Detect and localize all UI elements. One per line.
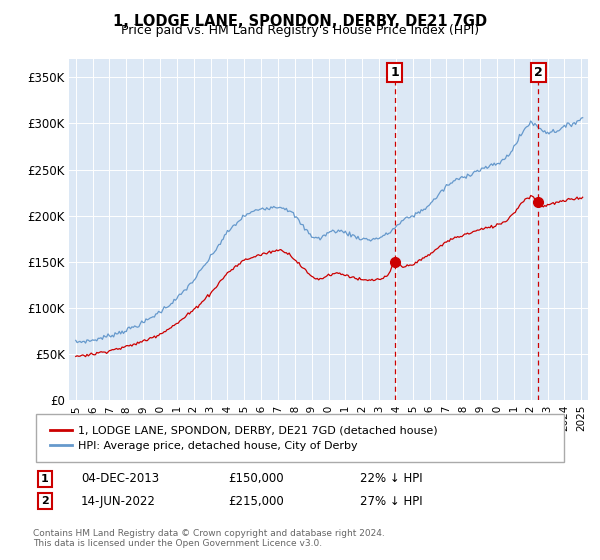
Text: 2: 2 <box>41 496 49 506</box>
Text: 2: 2 <box>534 66 542 79</box>
Text: £150,000: £150,000 <box>228 472 284 486</box>
FancyBboxPatch shape <box>36 414 564 462</box>
Text: 1, LODGE LANE, SPONDON, DERBY, DE21 7GD: 1, LODGE LANE, SPONDON, DERBY, DE21 7GD <box>113 14 487 29</box>
Text: Price paid vs. HM Land Registry's House Price Index (HPI): Price paid vs. HM Land Registry's House … <box>121 24 479 37</box>
Text: 1: 1 <box>390 66 399 79</box>
Text: 1: 1 <box>41 474 49 484</box>
Text: 27% ↓ HPI: 27% ↓ HPI <box>360 494 422 508</box>
Text: 04-DEC-2013: 04-DEC-2013 <box>81 472 159 486</box>
Text: This data is licensed under the Open Government Licence v3.0.: This data is licensed under the Open Gov… <box>33 539 322 548</box>
Text: 14-JUN-2022: 14-JUN-2022 <box>81 494 156 508</box>
Legend: 1, LODGE LANE, SPONDON, DERBY, DE21 7GD (detached house), HPI: Average price, de: 1, LODGE LANE, SPONDON, DERBY, DE21 7GD … <box>47 422 441 454</box>
Text: Contains HM Land Registry data © Crown copyright and database right 2024.: Contains HM Land Registry data © Crown c… <box>33 529 385 538</box>
Text: 22% ↓ HPI: 22% ↓ HPI <box>360 472 422 486</box>
Text: £215,000: £215,000 <box>228 494 284 508</box>
